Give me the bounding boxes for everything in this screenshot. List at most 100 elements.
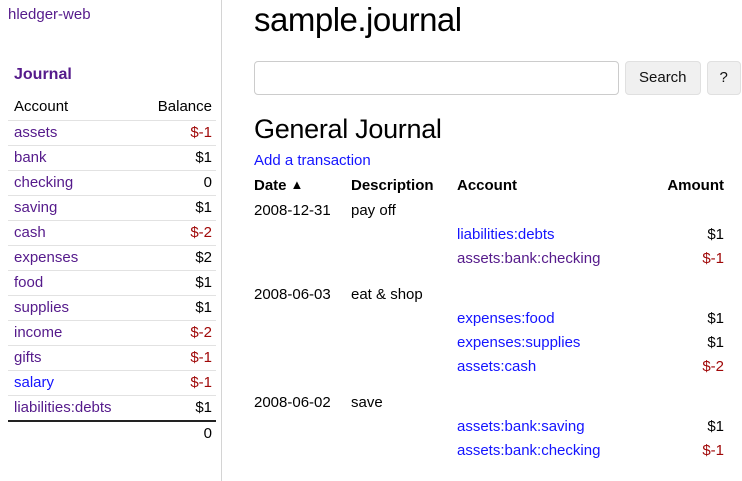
account-cell: food [8,270,142,296]
posting-description-blank [351,439,457,463]
account-row: food $1 [8,270,216,296]
transaction-spacer [254,271,728,283]
spacer-cell [254,271,728,283]
posting-account-cell: assets:bank:checking [457,247,629,271]
section-title: General Journal [254,114,442,144]
account-row: supplies $1 [8,295,216,321]
column-header-amount[interactable]: Amount [667,176,724,194]
posting-account-link[interactable]: assets:bank:checking [457,250,601,267]
posting-description-blank [351,331,457,355]
posting-account-link[interactable]: expenses:supplies [457,334,581,351]
account-link-supplies[interactable]: supplies [14,299,70,316]
account-cell: liabilities:debts [8,395,142,421]
account-link-checking[interactable]: checking [14,174,74,191]
account-link-bank[interactable]: bank [14,149,47,166]
posting-row: assets:bank:saving $1 [254,415,728,439]
posting-description-blank [351,223,457,247]
posting-date-blank [254,247,351,271]
posting-date-blank [254,415,351,439]
account-link-food[interactable]: food [14,274,44,291]
page-title: sample.journal [254,1,462,38]
posting-amount-cell: $-1 [702,442,724,459]
transaction-date: 2008-06-03 [254,286,331,303]
journal-head: Date ▲ Description Account Amount [254,174,728,199]
account-balance-cell: $1 [141,270,216,296]
column-header-balance: Balance [157,98,212,115]
search-help-button[interactable]: ? [706,61,741,95]
posting-amount-cell: $1 [707,226,724,243]
account-balances-head: Account Balance [8,97,216,121]
account-balance-cell: $1 [141,195,216,221]
account-balances-header-row: Account Balance [8,97,216,121]
posting-row: assets:bank:checking $-1 [254,247,728,271]
posting-date-blank [254,331,351,355]
column-header-date-label: Date [254,177,287,194]
account-balances-body: assets $-1 bank $1 checking 0 saving $1 cash $-2 e… [8,120,216,446]
posting-amount-cell: $-2 [702,358,724,375]
account-link-expenses[interactable]: expenses [14,249,79,266]
transaction-row: 2008-06-02 save [254,391,728,415]
posting-row: expenses:supplies $1 [254,331,728,355]
posting-account-cell: expenses:supplies [457,331,629,355]
column-header-date[interactable]: Date ▲ [254,174,351,199]
account-row: salary $-1 [8,370,216,396]
app-brand-link[interactable]: hledger-web [8,6,91,23]
posting-account-link[interactable]: assets:cash [457,358,537,375]
account-balance-cell: $-1 [141,370,216,396]
posting-row: assets:bank:checking $-1 [254,439,728,463]
posting-account-link[interactable]: liabilities:debts [457,226,555,243]
journal-body: 2008-12-31 pay off liabilities:debts $1 asse… [254,199,728,463]
account-balance-cell: $1 [141,395,216,421]
account-link-income[interactable]: income [14,324,63,341]
account-total-value: 0 [141,420,216,446]
account-link-liabilities-debts[interactable]: liabilities:debts [14,399,112,416]
sidebar: hledger-web Journal Account Balance asse… [0,0,222,481]
posting-account-cell: assets:bank:saving [457,415,629,439]
account-link-gifts[interactable]: gifts [14,349,42,366]
caret-up-icon: ▲ [290,177,304,192]
journal-header-row: Date ▲ Description Account Amount [254,174,728,199]
column-header-account[interactable]: Account [457,176,517,194]
account-row: expenses $2 [8,245,216,271]
account-cell: salary [8,370,142,396]
transaction-row: 2008-06-03 eat & shop [254,283,728,307]
posting-description-blank [351,307,457,331]
account-balance-cell: $-2 [141,320,216,346]
sidebar-heading: Journal [14,66,72,83]
posting-account-link[interactable]: assets:bank:checking [457,442,601,459]
account-row: checking 0 [8,170,216,196]
posting-account-link[interactable]: expenses:food [457,310,555,327]
posting-row: liabilities:debts $1 [254,223,728,247]
search-bar: Search ? [246,61,742,95]
posting-date-blank [254,439,351,463]
search-button[interactable]: Search [625,61,701,95]
add-transaction-link[interactable]: Add a transaction [254,152,371,169]
transaction-description: eat & shop [351,286,423,303]
account-link-cash[interactable]: cash [14,224,46,241]
column-header-description[interactable]: Description [351,176,434,194]
posting-date-blank [254,223,351,247]
posting-account-cell: liabilities:debts [457,223,629,247]
journal-table: Date ▲ Description Account Amount 2008-12… [254,174,728,463]
account-cell: saving [8,195,142,221]
account-cell: gifts [8,345,142,371]
account-link-assets[interactable]: assets [14,124,58,141]
spacer-cell [254,379,728,391]
posting-account-cell: assets:bank:checking [457,439,629,463]
search-input[interactable] [254,61,619,95]
main-content: sample.journal Search ? General Journal … [222,0,742,481]
posting-date-blank [254,355,351,379]
account-row: assets $-1 [8,120,216,146]
account-link-salary[interactable]: salary [14,374,55,391]
posting-account-link[interactable]: assets:bank:saving [457,418,585,435]
account-cell: expenses [8,245,142,271]
posting-account-cell: assets:cash [457,355,629,379]
account-balance-cell: $-1 [141,120,216,146]
posting-date-blank [254,307,351,331]
account-balance-cell: $-2 [141,220,216,246]
transaction-description: save [351,394,383,411]
transaction-spacer [254,379,728,391]
account-row: saving $1 [8,195,216,221]
account-link-saving[interactable]: saving [14,199,58,216]
